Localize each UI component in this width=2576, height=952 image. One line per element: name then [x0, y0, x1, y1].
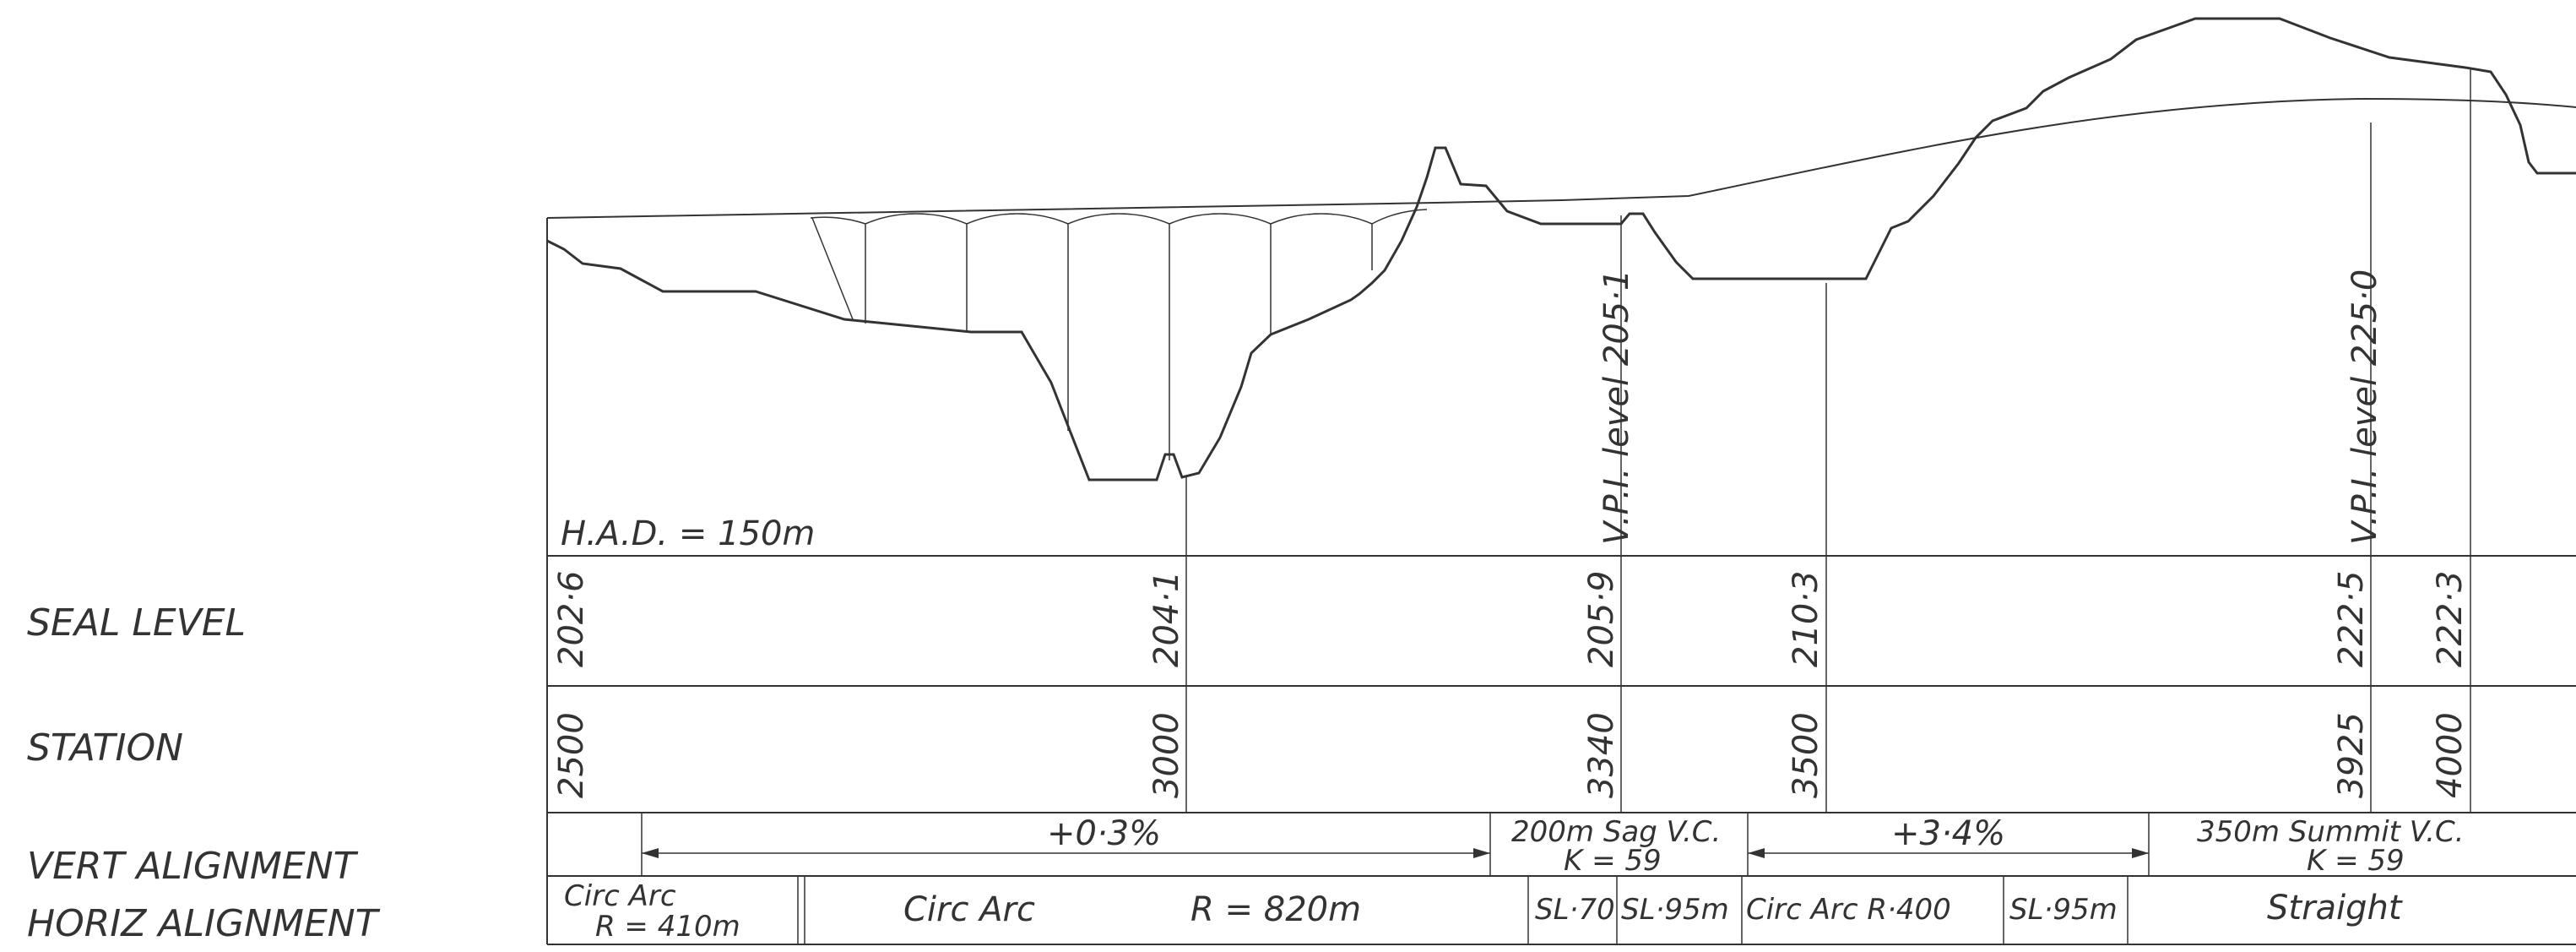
horizontal-curve-radius: R = 410m [595, 910, 740, 944]
seal-level-value: 205·9 [1582, 570, 1621, 667]
grade-label: +3·4% [1891, 814, 2005, 853]
station-verticals [1185, 69, 2471, 813]
station-row: 2500 3000 3340 3500 3925 4000 [552, 712, 2470, 798]
datum-label: H.A.D. = 150m [561, 514, 815, 553]
vertical-alignment-row: +0·3% 200m Sag V.C. K = 59 +3·4% 350m Su… [641, 813, 2465, 878]
grade-label: +0·3% [1047, 814, 1161, 853]
tangent-label: Straight [2267, 889, 2403, 928]
horizontal-curve-radius: R = 820m [1190, 890, 1361, 929]
seal-level-row: 202·6 204·1 205·9 210·3 222·5 222·3 [552, 570, 2470, 667]
design-grade-line [546, 97, 2576, 219]
station-value: 3000 [1147, 712, 1186, 798]
horiz-alignment-label: HORIZ ALIGNMENT [27, 902, 381, 945]
spiral-length-label: SL·95m [1621, 893, 1729, 927]
station-label: STATION [27, 726, 183, 770]
ground-profile-line [546, 17, 2576, 481]
vpi-label: V.P.I. level 225·0 [2346, 269, 2384, 545]
horizontal-curve-label: Circ Arc [564, 879, 676, 913]
seal-level-value: 202·6 [552, 570, 591, 667]
station-value: 3500 [1787, 712, 1825, 798]
seal-level-value: 204·1 [1147, 570, 1186, 667]
horizontal-curve-label: Circ Arc R·400 [1746, 893, 1951, 927]
vpi-label: V.P.I. level 205·1 [1597, 269, 1636, 545]
station-value: 2500 [552, 712, 591, 798]
vert-alignment-label: VERT ALIGNMENT [27, 845, 359, 888]
vertical-curve-k-label: K = 59 [2307, 844, 2405, 878]
spiral-length-label: SL·95m [2009, 893, 2118, 927]
station-value: 3340 [1582, 712, 1621, 798]
vertical-curve-label: 200m Sag V.C. [1511, 815, 1721, 849]
seal-level-value: 210·3 [1787, 570, 1825, 667]
station-value: 3925 [2332, 712, 2371, 798]
vertical-curve-k-label: K = 59 [1564, 844, 1662, 878]
bridge-spans [810, 209, 1428, 460]
spiral-length-label: SL·70 [1535, 893, 1615, 927]
vertical-curve-label: 350m Summit V.C. [2197, 815, 2465, 849]
seal-level-value: 222·5 [2332, 570, 2371, 667]
horizontal-curve-label: Circ Arc [903, 890, 1035, 929]
profile-frame [546, 218, 2576, 945]
horizontal-alignment-row: Circ Arc R = 410m Circ Arc R = 820m SL·7… [564, 876, 2403, 944]
seal-level-value: 222·3 [2431, 570, 2470, 667]
seal-level-label: SEAL LEVEL [27, 601, 246, 645]
station-value: 4000 [2431, 712, 2470, 798]
